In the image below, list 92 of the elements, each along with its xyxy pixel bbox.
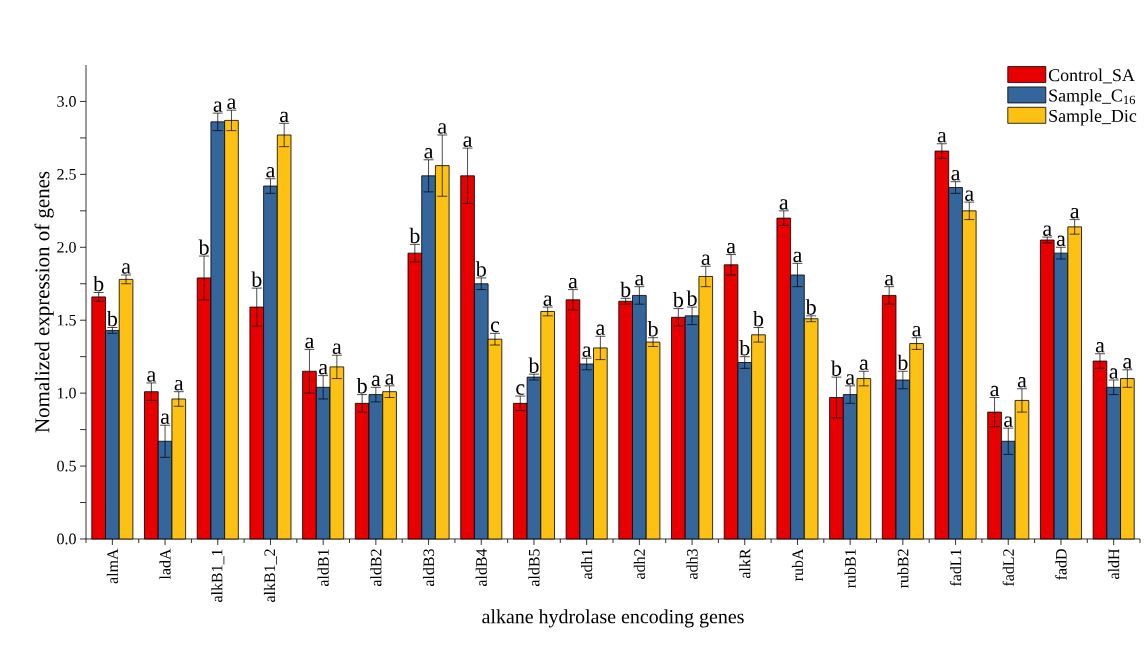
data-label: a [1017,377,1027,388]
data-label: a [1043,225,1052,236]
x-tick-label: adh2 [633,549,645,579]
data-label: a [266,167,276,178]
data-label: a [438,123,447,134]
data-label: a [280,111,289,123]
x-tick-label: fadD [1055,549,1067,580]
x-tick-label: alkB1_1 [211,549,225,602]
data-label: a [726,242,736,254]
data-label: a [174,379,184,391]
y-tick-label: 0.0 [57,533,76,545]
data-label: a [1095,342,1105,353]
data-label: b [830,360,842,376]
data-label: a [990,385,1000,397]
data-label: a [1123,358,1132,369]
x-tick-label: fadL2 [1002,549,1014,587]
data-label: a [779,199,789,210]
data-label: b [752,310,764,327]
data-label: b [672,291,684,308]
data-label: a [1109,368,1119,379]
data-label: a [463,136,473,147]
data-label: a [1056,235,1066,247]
x-tick-label: adh1 [581,549,593,579]
x-tick-label: aldB3 [422,549,435,587]
data-label: a [160,413,170,425]
data-label: b [686,290,697,306]
legend-label: Sample_Dic [1049,109,1137,126]
data-label: b [93,275,104,292]
data-label: c [516,384,525,395]
x-tick-label: aldB1 [317,549,329,587]
data-label: a [543,295,553,306]
x-tick-label: alkB1_2 [263,549,278,602]
legend-label: Sample_C$_{16}$ [1049,88,1136,106]
y-tick-label: 0.5 [57,460,76,472]
x-tick-label: ladA [159,548,171,580]
x-tick-label: rubA [791,548,804,581]
x-tick-label: aldB5 [528,549,540,587]
data-label: a [1004,416,1013,427]
x-axis-title: alkane hydrolase encoding genes [482,609,744,628]
data-label: a [859,359,869,371]
data-label: a [1070,207,1080,219]
data-label: a [385,374,395,385]
data-label: a [371,375,381,387]
data-label: a [213,101,223,112]
data-label: a [951,169,961,181]
x-tick-label: rubB2 [897,549,909,589]
data-label: a [319,363,328,375]
data-label: a [227,98,237,109]
data-label: b [356,377,367,394]
data-label: b [620,281,631,298]
data-label: b [198,239,209,255]
x-tick-label: rubB1 [844,549,856,589]
data-label: b [106,310,117,327]
y-tick-label: 3.0 [57,96,76,107]
data-label: a [846,374,855,385]
x-tick-label: almA [106,548,118,584]
data-label: a [596,324,605,336]
legend-label: Control_SA [1048,68,1135,84]
data-label: a [635,274,644,286]
data-label: b [739,340,750,356]
data-label: a [332,343,342,355]
data-label: b [251,271,262,287]
data-label: c [490,321,500,333]
data-label: a [885,274,894,286]
data-label: a [121,263,131,274]
y-tick-label: 1.0 [57,387,76,399]
data-label: a [582,346,592,357]
x-tick-label: aldH [1108,548,1120,579]
data-label: a [305,337,315,349]
data-label: a [568,277,578,289]
x-tick-label: alkR [739,548,751,579]
data-label: a [965,190,974,201]
y-tick-label: 1.5 [57,314,76,326]
y-tick-label: 2.0 [57,241,76,253]
data-label: a [937,132,947,143]
data-label: b [805,299,816,315]
x-tick-label: aldB2 [370,549,382,587]
y-axis-title: Nomalized expression of genes [34,171,54,433]
x-tick-label: adh3 [686,549,698,579]
y-tick-label: 2.5 [57,168,76,180]
data-label: b [475,261,486,277]
data-label: b [647,321,658,337]
data-label: b [528,357,539,373]
x-tick-label: aldB4 [475,548,487,587]
data-label: a [424,148,434,159]
data-label: a [701,254,711,266]
data-label: b [897,354,908,371]
data-label: a [793,251,803,263]
x-tick-label: fadL1 [949,549,962,587]
data-label: b [409,227,420,244]
data-label: a [147,371,156,382]
data-label: a [912,326,922,337]
